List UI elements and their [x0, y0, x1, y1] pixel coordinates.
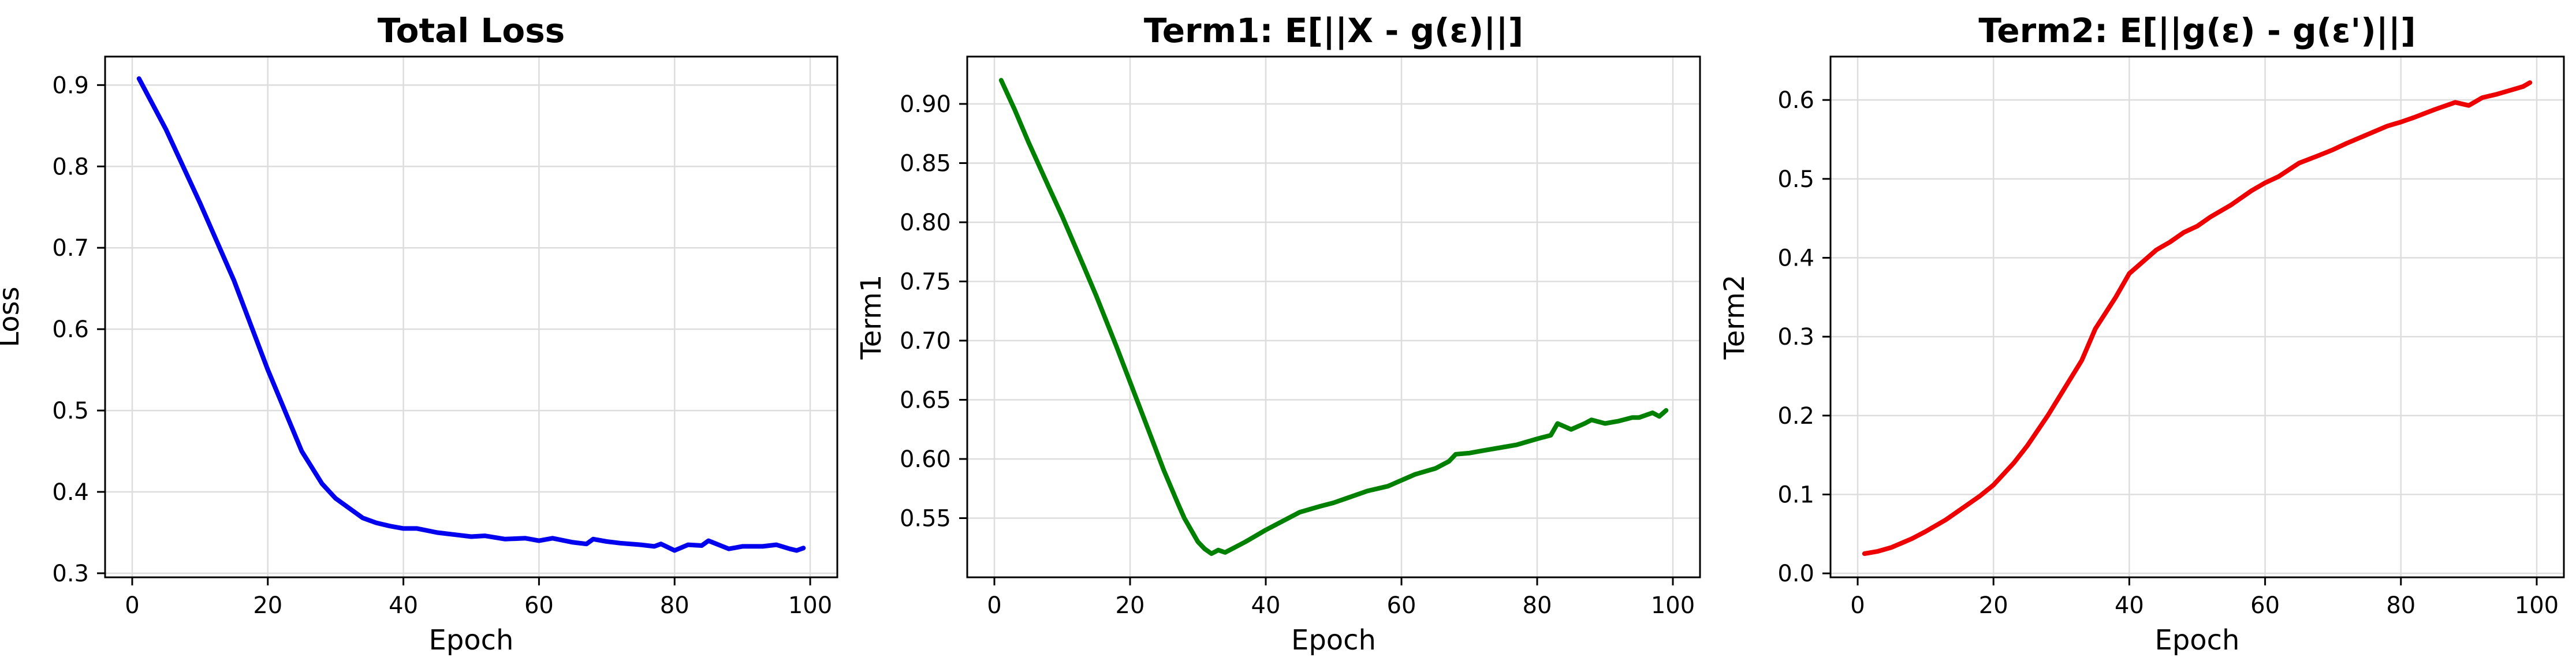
- y-tick-label-3-3: 0.3: [1777, 324, 1814, 350]
- chart-panel-1: 0 20 40 60 80 100 0.3 0.4 0.5 0.6 0.7 0.8 0.9 Total L…: [0, 11, 838, 656]
- x-axis-label-1: Epoch: [429, 624, 514, 656]
- x-tick-label-3-3: 60: [2250, 592, 2280, 619]
- series-line-1-0: [136, 76, 806, 553]
- x-axis-label-3: Epoch: [2155, 624, 2240, 656]
- plot-frame-3: [1829, 55, 2565, 578]
- y-tick-label-3-2: 0.2: [1777, 403, 1814, 430]
- chart-title-2: Term1: E[||X - g(ε)||]: [1144, 11, 1523, 50]
- y-tick-label-2-1: 0.60: [900, 446, 951, 473]
- y-axis-label-1: Loss: [0, 286, 25, 347]
- chart-panel-3: 0 20 40 60 80 100 0.0 0.1 0.2 0.3 0.4 0.5 0.6 Term2: …: [1718, 11, 2565, 656]
- x-tick-label-1-0: 0: [125, 592, 139, 619]
- x-tick-label-3-2: 40: [2115, 592, 2144, 619]
- x-tick-label-3-1: 20: [1979, 592, 2008, 619]
- x-tick-label-3-5: 100: [2515, 592, 2559, 619]
- y-tick-label-3-5: 0.5: [1777, 166, 1814, 193]
- y-tick-label-2-3: 0.70: [900, 328, 951, 354]
- y-tick-label-3-0: 0.0: [1777, 561, 1814, 587]
- y-tick-label-1-2: 0.5: [52, 398, 89, 424]
- y-tick-label-1-4: 0.7: [52, 235, 89, 262]
- y-tick-label-1-0: 0.3: [52, 561, 89, 587]
- y-tick-label-2-2: 0.65: [900, 387, 951, 414]
- chart-title-1: Total Loss: [378, 11, 565, 50]
- series-line-3-0: [1862, 80, 2533, 556]
- x-tick-label-3-4: 80: [2386, 592, 2415, 619]
- y-tick-label-2-4: 0.75: [900, 269, 951, 296]
- x-tick-label-2-0: 0: [987, 592, 1001, 619]
- x-tick-label-2-4: 80: [1523, 592, 1552, 619]
- y-axis-label-2: Term1: [855, 275, 888, 360]
- x-axis-label-2: Epoch: [1291, 624, 1376, 656]
- plot-frame-2: [966, 55, 1701, 578]
- y-tick-label-1-3: 0.6: [52, 316, 89, 343]
- x-tick-label-2-1: 20: [1116, 592, 1145, 619]
- x-tick-label-1-4: 80: [660, 592, 689, 619]
- x-tick-label-1-2: 40: [389, 592, 418, 619]
- x-tick-label-1-1: 20: [253, 592, 282, 619]
- y-tick-label-2-0: 0.55: [900, 506, 951, 532]
- chart-panel-2: 0 20 40 60 80 100 0.55 0.60 0.65 0.70 0.75 0.80 0.85…: [855, 11, 1701, 656]
- y-tick-label-1-6: 0.9: [52, 72, 89, 99]
- y-tick-label-3-4: 0.4: [1777, 245, 1814, 272]
- y-tick-label-3-6: 0.6: [1777, 87, 1814, 114]
- y-tick-label-1-1: 0.4: [52, 479, 89, 506]
- x-tick-label-1-3: 60: [524, 592, 554, 619]
- y-tick-label-2-5: 0.80: [900, 210, 951, 236]
- plot-frame-1: [104, 55, 838, 578]
- x-tick-label-2-5: 100: [1651, 592, 1695, 619]
- chart-title-3: Term2: E[||g(ε) - g(ε')||]: [1978, 11, 2415, 50]
- x-tick-label-2-3: 60: [1387, 592, 1416, 619]
- y-axis-label-3: Term2: [1718, 275, 1751, 360]
- y-tick-label-2-6: 0.85: [900, 151, 951, 177]
- y-tick-label-1-5: 0.8: [52, 154, 89, 180]
- x-tick-label-2-2: 40: [1251, 592, 1281, 619]
- series-line-2-0: [998, 78, 1669, 556]
- y-tick-label-3-1: 0.1: [1777, 482, 1814, 509]
- y-tick-label-2-7: 0.90: [900, 91, 951, 118]
- x-tick-label-1-5: 100: [788, 592, 832, 619]
- x-tick-label-3-0: 0: [1850, 592, 1865, 619]
